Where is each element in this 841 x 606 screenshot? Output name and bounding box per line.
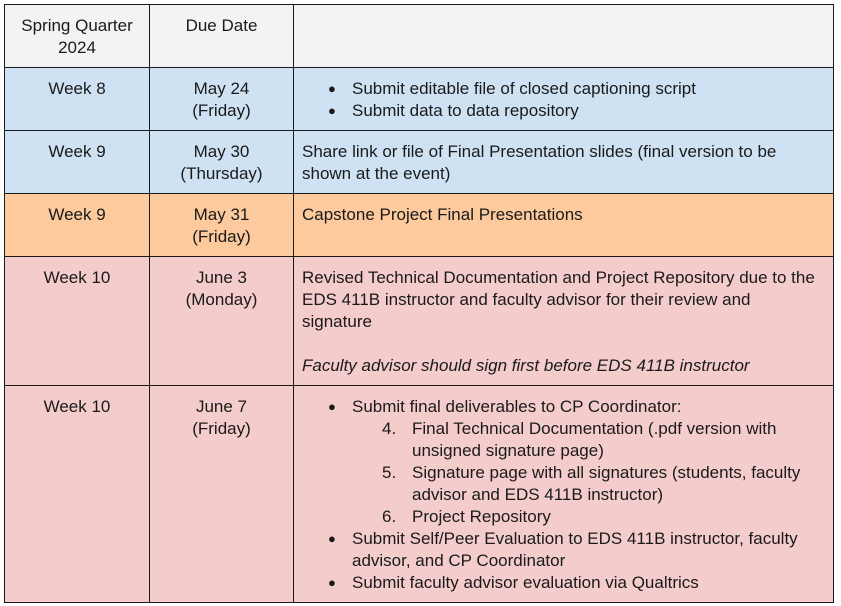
task-cell: Revised Technical Documentation and Proj… (293, 256, 834, 386)
numbered-list: 4. Final Technical Documentation (.pdf ve… (352, 418, 825, 528)
task-cell: Submit editable file of closed captionin… (293, 67, 834, 131)
item-text: Signature page with all signatures (stud… (412, 463, 801, 504)
week-cell: Week 10 (4, 385, 150, 603)
date-cell: May 31 (Friday) (149, 193, 294, 257)
date-text: June 7 (195, 397, 248, 416)
date-cell: June 3 (Monday) (149, 256, 294, 386)
week-cell: Week 10 (4, 256, 150, 386)
task-note: Faculty advisor should sign first before… (302, 356, 750, 375)
numbered-item: 4. Final Technical Documentation (.pdf ve… (382, 418, 825, 462)
header-row: Spring Quarter 2024 Due Date (4, 4, 834, 68)
table-row: Week 10 June 7 (Friday) Submit final del… (4, 385, 834, 603)
date-text: June 3 (195, 268, 248, 287)
date-cell: May 30 (Thursday) (149, 130, 294, 194)
task-cell: Submit final deliverables to CP Coordina… (293, 385, 834, 603)
week-cell: Week 8 (4, 67, 150, 131)
item-number: 4. (382, 419, 397, 438)
day-text: (Friday) (192, 227, 251, 246)
day-text: (Monday) (185, 290, 258, 309)
day-text: (Thursday) (180, 164, 263, 183)
date-text: May 30 (193, 142, 250, 161)
item-text: Final Technical Documentation (.pdf vers… (412, 419, 777, 460)
date-cell: June 7 (Friday) (149, 385, 294, 603)
week-cell: Week 9 (4, 193, 150, 257)
date-text: May 24 (193, 79, 250, 98)
table-row: Week 9 May 31 (Friday) Capstone Project … (4, 193, 834, 257)
date-cell: May 24 (Friday) (149, 67, 294, 131)
header-due-date: Due Date (149, 4, 294, 68)
date-text: May 31 (193, 205, 250, 224)
day-text: (Friday) (192, 419, 251, 438)
task-cell: Capstone Project Final Presentations (293, 193, 834, 257)
spacer (302, 333, 825, 355)
week-cell: Week 9 (4, 130, 150, 194)
list-item: Submit final deliverables to CP Coordina… (328, 396, 825, 528)
item-number: 5. (382, 463, 397, 482)
task-cell: Share link or file of Final Presentation… (293, 130, 834, 194)
schedule-table: Spring Quarter 2024 Due Date Week 8 May … (4, 4, 834, 603)
task-text: Revised Technical Documentation and Proj… (302, 268, 815, 331)
task-list: Submit editable file of closed captionin… (302, 78, 825, 122)
header-blank (293, 4, 834, 68)
numbered-item: 5. Signature page with all signatures (st… (382, 462, 825, 506)
item-number: 6. (382, 507, 397, 526)
item-text: Project Repository (412, 507, 551, 526)
list-item-text: Submit final deliverables to CP Coordina… (352, 397, 682, 416)
list-item: Submit editable file of closed captionin… (328, 78, 825, 100)
table-row: Week 9 May 30 (Thursday) Share link or f… (4, 130, 834, 194)
task-list: Submit final deliverables to CP Coordina… (302, 396, 825, 594)
table-row: Week 8 May 24 (Friday) Submit editable f… (4, 67, 834, 131)
list-item: Submit Self/Peer Evaluation to EDS 411B … (328, 528, 825, 572)
list-item: Submit faculty advisor evaluation via Qu… (328, 572, 825, 594)
table-row: Week 10 June 3 (Monday) Revised Technica… (4, 256, 834, 386)
header-quarter: Spring Quarter 2024 (4, 4, 150, 68)
list-item: Submit data to data repository (328, 100, 825, 122)
numbered-item: 6. Project Repository (382, 506, 825, 528)
day-text: (Friday) (192, 101, 251, 120)
